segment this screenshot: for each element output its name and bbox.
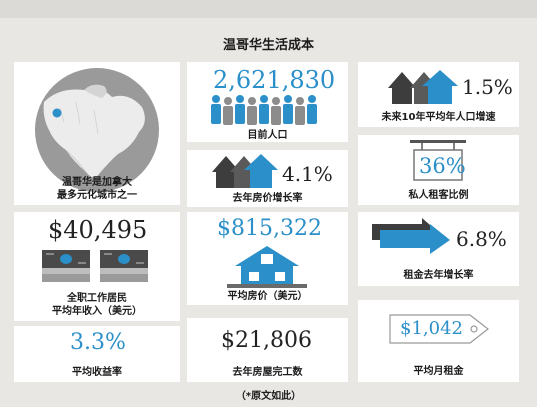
panel-price-growth: 4.1% 去年房价增长率 (187, 150, 348, 207)
caption-income: 全职工作居民 平均年收入（美元） (52, 293, 142, 317)
price-tag-icon (389, 314, 489, 344)
completions-value: $21,806 (221, 328, 312, 353)
caption-rent-growth: 租金去年增长率 (403, 270, 474, 281)
panel-pop-growth: 1.5% 未来10年平均年人口增速 (358, 62, 519, 127)
up-arrows-icon (212, 154, 278, 188)
rent-growth-value: 6.8% (456, 227, 507, 251)
caption-yield: 平均收益率 (72, 367, 122, 378)
panel-rent-growth: 6.8% 租金去年增长率 (358, 212, 519, 286)
up-arrows-icon (388, 70, 458, 104)
panel-home-price: $815,322 平均房价（美元） (187, 212, 348, 305)
panel-rent-ratio: 36% 私人租客比例 (358, 135, 519, 205)
caption-home-price: 平均房价（美元） (227, 291, 308, 302)
yield-value: 3.3% (70, 330, 126, 355)
crowd-icon (211, 95, 317, 125)
globe-map-icon (35, 68, 159, 192)
pop-growth-value: 1.5% (462, 75, 513, 99)
caption-completions: 去年房屋完工数 (232, 367, 303, 378)
caption-price-growth: 去年房价增长率 (232, 193, 303, 204)
right-arrows-icon (372, 218, 450, 254)
panel-income: $40,495 全职工作居民 平均年收入（美元） (14, 212, 180, 321)
income-value: $40,495 (48, 216, 148, 244)
caption-monthly-rent: 平均月租金 (413, 366, 464, 377)
caption-rent-ratio: 私人租客比例 (408, 190, 469, 201)
monthly-rent-value: $1,042 (400, 318, 463, 339)
banknote-stacks-icon (42, 250, 148, 282)
hanging-sign-icon (410, 140, 466, 181)
panel-population: 2,621,830 目前人口 (187, 62, 348, 142)
caption-pop-growth: 未来10年平均年人口增速 (381, 112, 496, 123)
panel-yield: 3.3% 平均收益率 (14, 326, 180, 382)
house-icon (227, 246, 307, 288)
price-growth-value: 4.1% (282, 162, 333, 186)
panel-monthly-rent: $1,042 平均月租金 (358, 300, 519, 382)
population-value: 2,621,830 (213, 66, 336, 94)
top-strip (0, 0, 537, 18)
caption-population: 目前人口 (247, 130, 288, 141)
panel-city: 温哥华是加拿大 最多元化城市之一 (14, 62, 180, 205)
home-price-value: $815,322 (217, 216, 322, 241)
panel-completions: $21,806 去年房屋完工数 (187, 318, 348, 382)
footnote: （*原文如此） (235, 391, 302, 402)
page-title: 温哥华生活成本 (222, 38, 314, 53)
caption-city: 温哥华是加拿大 最多元化城市之一 (57, 177, 137, 201)
rent-ratio-value: 36% (419, 154, 466, 178)
